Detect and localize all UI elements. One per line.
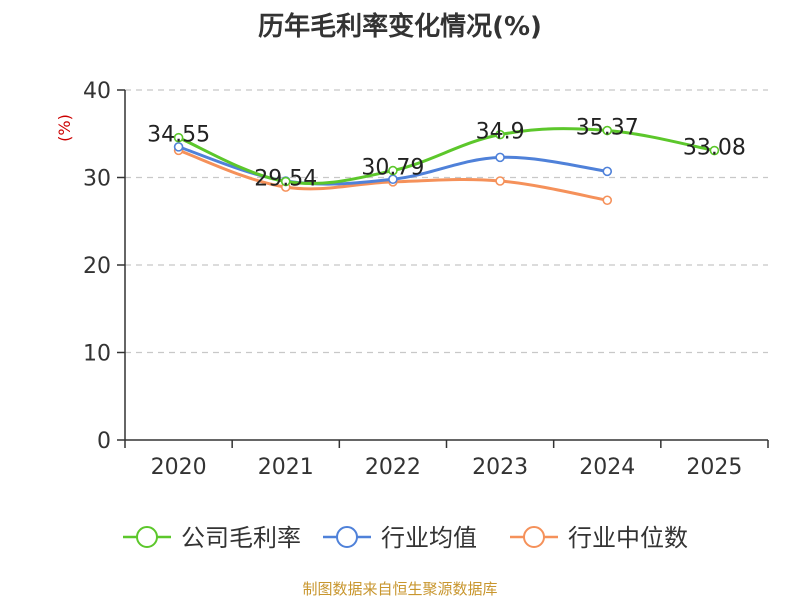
x-tick-label: 2021 bbox=[258, 455, 314, 480]
data-point bbox=[495, 152, 505, 163]
series-lines bbox=[173, 125, 720, 206]
data-label: 33.08 bbox=[683, 136, 746, 161]
data-point bbox=[173, 132, 184, 143]
legend-marker bbox=[523, 526, 545, 548]
legend-label: 公司毛利率 bbox=[181, 524, 301, 552]
grid-lines bbox=[125, 89, 768, 354]
data-point bbox=[495, 176, 505, 186]
x-tick-label: 2025 bbox=[686, 455, 742, 480]
axes: 0 10 20 30 40 2020 2021 2022 2023 2024 2025 (%) bbox=[55, 79, 769, 480]
legend-item-1[interactable]: 行业均值 bbox=[323, 524, 477, 552]
data-point bbox=[280, 176, 291, 187]
source-note: 制图数据来自恒生聚源数据库 bbox=[302, 580, 498, 598]
legend[interactable]: 公司毛利率 行业均值 行业中位数 bbox=[123, 524, 688, 552]
y-tick-label: 30 bbox=[83, 167, 111, 192]
chart-title: 历年毛利率变化情况(%) bbox=[258, 12, 542, 42]
data-point bbox=[602, 166, 613, 177]
data-point bbox=[709, 145, 720, 156]
legend-label: 行业中位数 bbox=[568, 524, 688, 552]
legend-label: 行业均值 bbox=[381, 524, 477, 552]
data-label: 34.9 bbox=[476, 120, 525, 145]
x-tick-label: 2022 bbox=[365, 455, 421, 480]
data-point bbox=[173, 142, 184, 152]
data-point bbox=[602, 195, 613, 206]
series-line-0 bbox=[178, 127, 715, 185]
data-labels: 34.55 29.54 30.79 34.9 35.37 33.08 bbox=[147, 116, 746, 192]
legend-marker bbox=[136, 526, 158, 548]
y-tick-label: 0 bbox=[97, 429, 111, 454]
data-point bbox=[388, 165, 398, 176]
x-tick-label: 2024 bbox=[579, 455, 635, 480]
legend-item-2[interactable]: 行业中位数 bbox=[510, 524, 688, 552]
data-point bbox=[495, 129, 505, 140]
data-label: 34.55 bbox=[147, 123, 210, 148]
legend-item-0[interactable]: 公司毛利率 bbox=[123, 524, 301, 552]
data-label: 29.54 bbox=[254, 167, 317, 192]
y-tick-label: 40 bbox=[83, 79, 111, 104]
y-tick-label: 10 bbox=[83, 342, 111, 367]
data-label: 30.79 bbox=[361, 156, 424, 181]
y-unit-label: (%) bbox=[55, 114, 74, 142]
x-tick-label: 2023 bbox=[472, 455, 528, 480]
x-tick-label: 2020 bbox=[151, 455, 207, 480]
legend-marker bbox=[336, 526, 358, 548]
y-tick-label: 20 bbox=[83, 254, 111, 279]
data-label: 35.37 bbox=[576, 116, 639, 141]
data-point bbox=[602, 125, 613, 136]
